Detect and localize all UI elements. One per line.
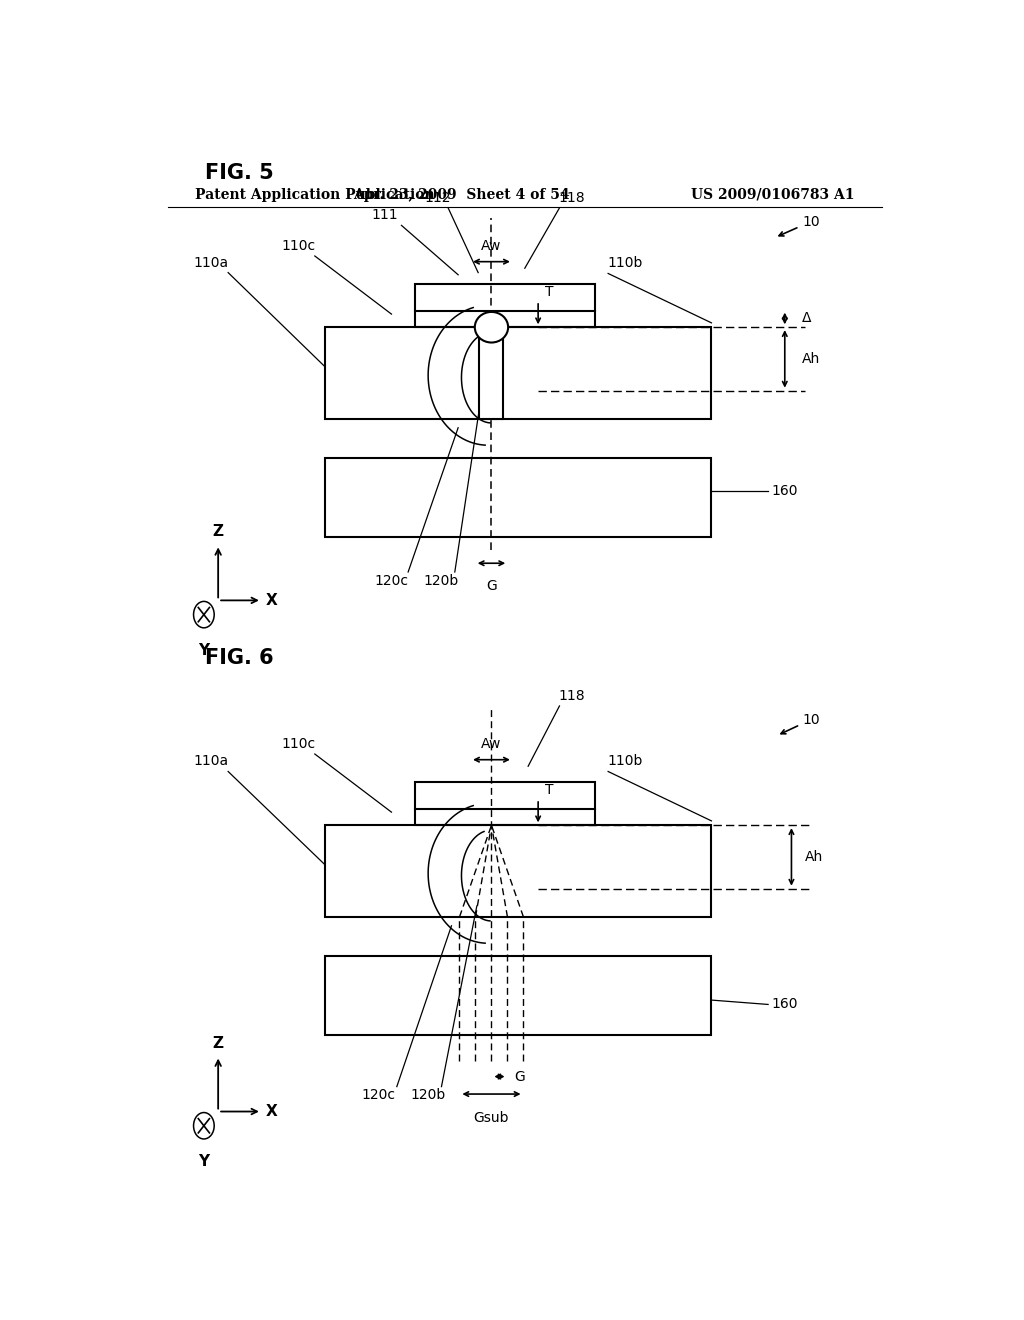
Ellipse shape <box>475 312 508 342</box>
Text: Aw: Aw <box>481 737 502 751</box>
Text: 120c: 120c <box>375 574 409 589</box>
Text: 10: 10 <box>803 215 820 230</box>
Bar <box>415 284 595 327</box>
Text: Δ: Δ <box>802 312 811 326</box>
Text: 110b: 110b <box>607 755 642 768</box>
Text: 118: 118 <box>558 689 585 702</box>
Bar <box>415 781 595 825</box>
Text: US 2009/0106783 A1: US 2009/0106783 A1 <box>690 187 854 202</box>
Text: FIG. 6: FIG. 6 <box>205 648 273 668</box>
Text: Z: Z <box>213 524 223 540</box>
Text: 112: 112 <box>425 191 452 205</box>
Text: X: X <box>266 1104 278 1119</box>
Text: Ah: Ah <box>802 352 819 366</box>
Bar <box>325 458 712 537</box>
Text: 110a: 110a <box>194 256 229 271</box>
Bar <box>325 327 712 418</box>
Text: G: G <box>486 578 497 593</box>
Text: Z: Z <box>213 1036 223 1051</box>
Text: 10: 10 <box>803 713 820 727</box>
Text: X: X <box>266 593 278 609</box>
Text: Y: Y <box>199 1154 210 1170</box>
Text: Gsub: Gsub <box>474 1110 509 1125</box>
Text: 110c: 110c <box>281 737 315 751</box>
Text: 110a: 110a <box>194 755 229 768</box>
Text: T: T <box>545 285 553 298</box>
Text: 110b: 110b <box>607 256 642 271</box>
Text: 111: 111 <box>372 209 398 222</box>
Text: Patent Application Publication: Patent Application Publication <box>196 187 435 202</box>
Bar <box>325 957 712 1035</box>
Text: Aw: Aw <box>481 239 502 253</box>
Text: Y: Y <box>199 643 210 659</box>
Text: G: G <box>514 1069 525 1084</box>
Text: FIG. 5: FIG. 5 <box>205 162 273 183</box>
Text: Apr. 23, 2009  Sheet 4 of 54: Apr. 23, 2009 Sheet 4 of 54 <box>353 187 569 202</box>
Bar <box>479 327 504 418</box>
Text: 120c: 120c <box>361 1089 395 1102</box>
Text: 110c: 110c <box>281 239 315 253</box>
Text: 120b: 120b <box>424 574 459 589</box>
Text: Ah: Ah <box>805 850 823 865</box>
Text: 118: 118 <box>558 191 585 205</box>
Text: 120b: 120b <box>411 1089 445 1102</box>
Text: T: T <box>545 783 553 797</box>
Text: 160: 160 <box>771 484 798 498</box>
Text: 160: 160 <box>771 998 798 1011</box>
Bar <box>325 825 712 917</box>
